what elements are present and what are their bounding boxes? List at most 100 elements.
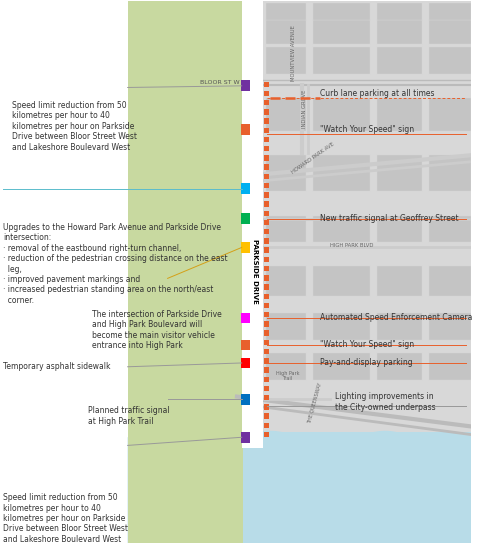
Text: High Park
Trail: High Park Trail <box>276 371 299 381</box>
Bar <box>428 266 471 296</box>
Text: INDIAN GROVE: INDIAN GROVE <box>302 90 307 128</box>
Bar <box>264 192 269 198</box>
Bar <box>264 303 269 308</box>
Bar <box>128 432 471 543</box>
Text: HIGH PARK BLVD: HIGH PARK BLVD <box>330 243 373 248</box>
Bar <box>264 201 269 207</box>
Bar <box>314 19 370 44</box>
Bar <box>264 146 269 152</box>
Text: PARKSIDE DRIVE: PARKSIDE DRIVE <box>252 239 258 304</box>
Bar <box>264 321 269 327</box>
Bar <box>264 90 269 96</box>
Bar <box>264 284 269 290</box>
Text: "Watch Your Speed" sign: "Watch Your Speed" sign <box>320 340 414 349</box>
Text: Upgrades to the Howard Park Avenue and Parkside Drive
intersection:
· removal of: Upgrades to the Howard Park Avenue and P… <box>3 223 228 305</box>
Text: Lighting improvements in
the City-owned underpass: Lighting improvements in the City-owned … <box>334 392 435 412</box>
Bar <box>377 3 422 19</box>
Bar <box>266 216 306 242</box>
Bar <box>240 213 250 224</box>
Bar <box>377 312 422 340</box>
Bar <box>128 1 243 437</box>
Bar <box>264 413 269 419</box>
Bar <box>264 155 269 161</box>
Bar <box>377 353 422 380</box>
Bar <box>128 410 243 543</box>
Bar <box>264 128 269 133</box>
Bar <box>264 340 269 345</box>
Bar <box>266 266 306 296</box>
Bar <box>264 183 269 188</box>
Bar <box>264 137 269 142</box>
Bar <box>264 256 269 262</box>
Bar <box>264 386 269 391</box>
Bar <box>314 353 370 380</box>
Bar <box>377 155 422 190</box>
Bar <box>264 422 269 428</box>
Text: MOUNTVIEW AVENUE: MOUNTVIEW AVENUE <box>291 25 296 81</box>
Bar <box>266 3 306 19</box>
Text: Pay-and-display parking: Pay-and-display parking <box>320 358 413 367</box>
Bar <box>266 312 306 340</box>
Bar <box>264 248 269 253</box>
Bar <box>264 349 269 354</box>
Bar <box>377 98 422 131</box>
Bar <box>314 266 370 296</box>
Bar <box>240 340 250 351</box>
Bar <box>264 376 269 382</box>
Bar <box>428 3 471 19</box>
Text: The intersection of Parkside Drive
and High Park Boulevard will
become the main : The intersection of Parkside Drive and H… <box>92 310 222 350</box>
Bar <box>428 216 471 242</box>
Bar <box>264 330 269 336</box>
Bar <box>428 312 471 340</box>
Bar <box>264 210 269 216</box>
Bar <box>314 47 370 74</box>
Bar <box>242 1 263 448</box>
Bar <box>264 174 269 179</box>
Bar <box>428 47 471 74</box>
Bar <box>240 124 250 135</box>
Bar <box>264 367 269 373</box>
Bar <box>264 395 269 400</box>
Bar <box>428 353 471 380</box>
Bar <box>264 238 269 244</box>
Bar <box>264 432 269 437</box>
Bar <box>264 312 269 317</box>
Bar <box>428 98 471 131</box>
Bar <box>264 358 269 364</box>
Bar <box>264 220 269 225</box>
Bar <box>240 394 250 405</box>
Bar <box>314 98 370 131</box>
Text: Automated Speed Enforcement Camera: Automated Speed Enforcement Camera <box>320 313 473 322</box>
Bar <box>264 266 269 271</box>
Text: "Watch Your Speed" sign: "Watch Your Speed" sign <box>320 124 414 134</box>
Bar <box>266 19 306 44</box>
Bar <box>243 1 471 437</box>
Bar <box>264 275 269 280</box>
Bar <box>264 118 269 124</box>
Bar <box>314 155 370 190</box>
Bar <box>240 80 250 91</box>
Bar <box>266 353 306 380</box>
Bar <box>428 19 471 44</box>
Text: Planned traffic signal
at High Park Trail: Planned traffic signal at High Park Trai… <box>88 406 170 426</box>
Text: Temporary asphalt sidewalk: Temporary asphalt sidewalk <box>3 361 110 371</box>
Bar <box>266 47 306 74</box>
Text: Speed limit reduction from 50
kilometres per hour to 40
kilometres per hour on P: Speed limit reduction from 50 kilometres… <box>3 493 128 544</box>
Bar <box>264 109 269 114</box>
Text: BLOOR ST W: BLOOR ST W <box>200 80 239 85</box>
Bar <box>240 357 250 369</box>
Bar <box>264 82 269 87</box>
Text: New traffic signal at Geoffrey Street: New traffic signal at Geoffrey Street <box>320 214 459 223</box>
Bar <box>240 242 250 253</box>
Text: Speed limit reduction from 50
kilometres per hour to 40
kilometres per hour on P: Speed limit reduction from 50 kilometres… <box>12 101 138 152</box>
Bar <box>314 3 370 19</box>
Bar <box>314 216 370 242</box>
Text: HOWARD PARK AVE: HOWARD PARK AVE <box>291 142 336 175</box>
Bar <box>377 19 422 44</box>
Bar <box>264 229 269 234</box>
Bar <box>264 404 269 410</box>
Bar <box>266 98 306 131</box>
Bar <box>377 266 422 296</box>
Bar <box>377 47 422 74</box>
Bar <box>264 100 269 105</box>
